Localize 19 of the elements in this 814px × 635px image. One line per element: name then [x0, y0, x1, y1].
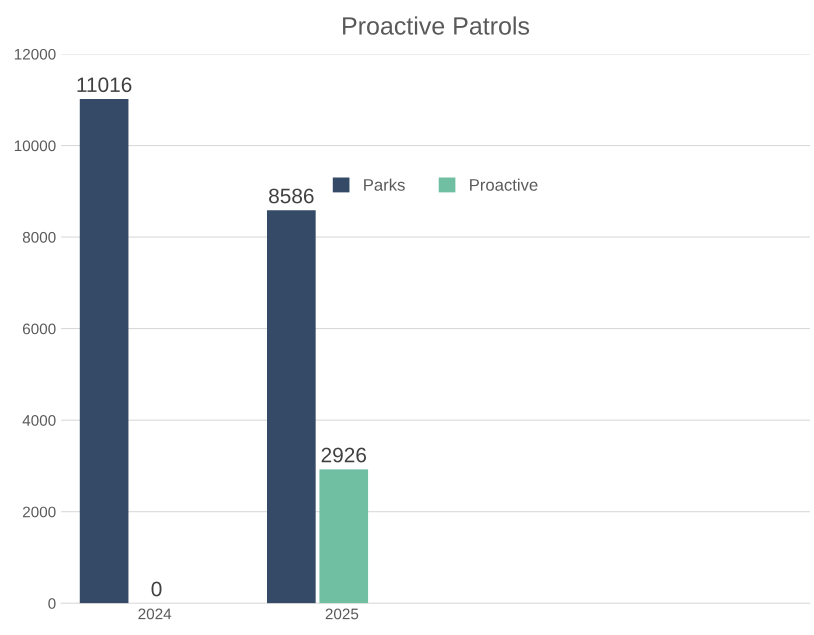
x-tick-label: 2024 — [138, 608, 172, 620]
y-tick-label: 12000 — [14, 48, 56, 60]
data-label: 2926 — [322, 448, 366, 462]
legend-label: Parks — [364, 178, 405, 191]
y-tick-label: 10000 — [14, 140, 56, 152]
y-tick-label: 0 — [48, 598, 56, 609]
x-tick-label: 2025 — [326, 608, 358, 620]
data-label: 11016 — [78, 77, 132, 92]
y-tick-label: 4000 — [22, 415, 56, 426]
legend-label: Proactive — [470, 178, 538, 191]
y-tick-label: 2000 — [22, 506, 56, 518]
chart-title: Proactive Patrols — [343, 16, 530, 35]
bar — [266, 210, 316, 604]
data-label: 0 — [152, 582, 162, 596]
y-tick-label: 8000 — [22, 232, 56, 243]
y-tick-label: 6000 — [22, 323, 56, 334]
data-label: 8586 — [269, 188, 314, 204]
bar — [80, 99, 128, 604]
bar — [319, 469, 368, 604]
